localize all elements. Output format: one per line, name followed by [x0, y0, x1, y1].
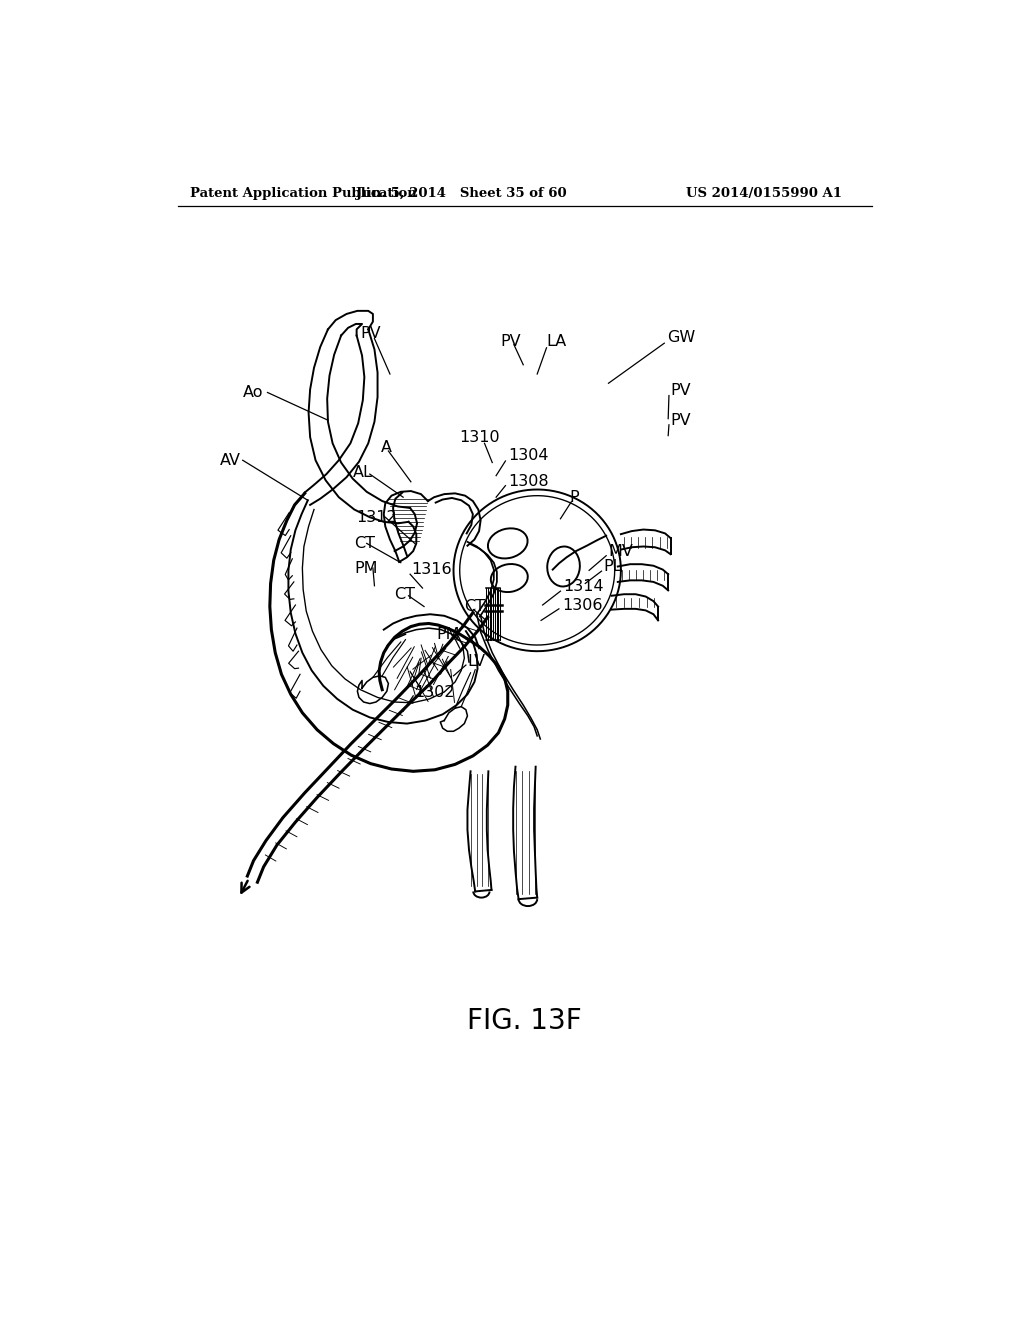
Text: CT: CT [464, 599, 485, 614]
Text: US 2014/0155990 A1: US 2014/0155990 A1 [686, 187, 842, 201]
Text: MV: MV [608, 544, 634, 558]
Text: 1304: 1304 [508, 447, 548, 463]
Text: PV: PV [360, 326, 381, 342]
Text: Jun. 5, 2014   Sheet 35 of 60: Jun. 5, 2014 Sheet 35 of 60 [356, 187, 566, 201]
Text: 1308: 1308 [508, 474, 549, 490]
Text: 1310: 1310 [460, 429, 501, 445]
Text: GW: GW [668, 330, 695, 345]
Text: 1314: 1314 [563, 579, 604, 594]
Text: PM: PM [436, 627, 460, 642]
Text: 1312: 1312 [356, 510, 397, 525]
Text: CT: CT [394, 586, 416, 602]
Text: Patent Application Publication: Patent Application Publication [190, 187, 417, 201]
Text: PM: PM [354, 561, 378, 576]
Text: PL: PL [604, 558, 623, 574]
Text: PV: PV [671, 383, 691, 399]
Text: LV: LV [467, 655, 485, 669]
Text: PV: PV [500, 334, 520, 350]
Text: AL: AL [352, 465, 373, 480]
Text: 1316: 1316 [412, 562, 453, 577]
Text: P: P [569, 490, 580, 504]
Text: CT: CT [354, 536, 376, 550]
Text: 1306: 1306 [562, 598, 602, 612]
Text: A: A [381, 441, 391, 455]
Text: AV: AV [219, 453, 241, 467]
Text: FIG. 13F: FIG. 13F [467, 1007, 583, 1035]
Text: 1302: 1302 [415, 685, 456, 701]
Text: LA: LA [547, 334, 566, 350]
Text: PV: PV [671, 413, 691, 428]
Text: Ao: Ao [243, 385, 263, 400]
